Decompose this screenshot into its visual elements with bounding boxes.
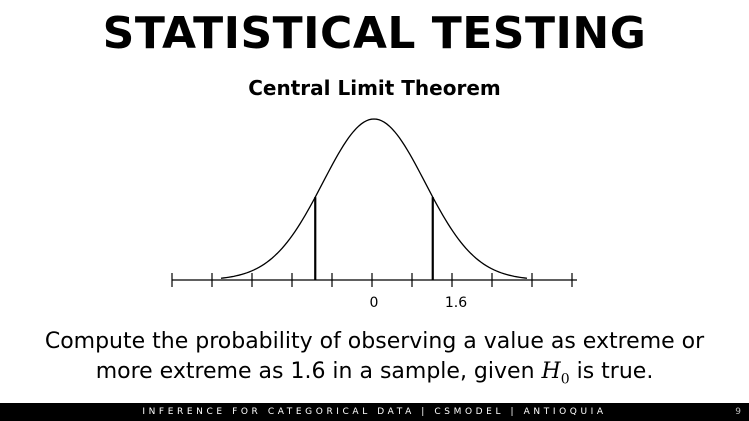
normal-curve-figure: 0 1.6 [150, 108, 600, 318]
question-text: Compute the probability of observing a v… [0, 327, 749, 394]
question-line-1: Compute the probability of observing a v… [44, 329, 705, 354]
slide-subtitle: Central Limit Theorem [248, 76, 501, 100]
x-axis-ticks [171, 273, 573, 287]
normal-curve-svg: 0 1.6 [171, 118, 577, 311]
bell-curve [220, 118, 528, 279]
axis-label-center: 0 [370, 295, 379, 311]
page-number: 9 [735, 407, 741, 417]
null-hypothesis-subscript: 0 [560, 371, 570, 388]
footer-bar: INFERENCE FOR CATEGORICAL DATA | CSMODEL… [0, 403, 749, 421]
null-hypothesis-symbol: H0 [541, 359, 570, 388]
slide-title: STATISTICAL TESTING [102, 8, 647, 59]
question-line-2-start: more extreme as 1.6 in a sample, given [95, 359, 542, 384]
footer-text: INFERENCE FOR CATEGORICAL DATA | CSMODEL… [142, 407, 607, 417]
question-line-2-end: is true. [569, 359, 654, 384]
null-hypothesis-letter: H [541, 359, 561, 384]
axis-label-cutoff: 1.6 [445, 295, 467, 311]
